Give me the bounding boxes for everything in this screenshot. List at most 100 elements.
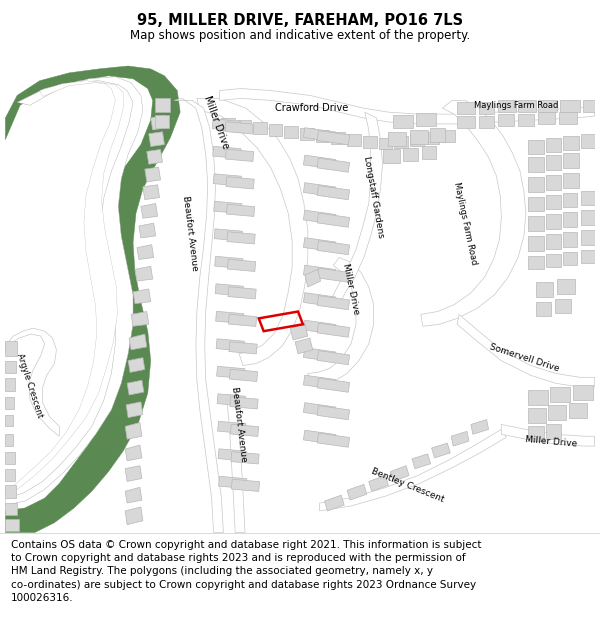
Text: Maylings Farm Road: Maylings Farm Road xyxy=(474,101,558,110)
Polygon shape xyxy=(304,402,336,417)
Polygon shape xyxy=(5,519,19,531)
Polygon shape xyxy=(212,119,241,131)
Polygon shape xyxy=(128,357,145,372)
Text: Miller Drive: Miller Drive xyxy=(525,436,578,449)
Polygon shape xyxy=(528,158,544,172)
Polygon shape xyxy=(5,328,59,436)
Polygon shape xyxy=(569,403,587,418)
Polygon shape xyxy=(528,177,544,192)
Polygon shape xyxy=(215,311,244,324)
Polygon shape xyxy=(127,380,144,395)
Polygon shape xyxy=(581,230,595,245)
Polygon shape xyxy=(125,466,142,481)
Polygon shape xyxy=(125,422,142,439)
Polygon shape xyxy=(471,419,488,434)
Polygon shape xyxy=(528,256,544,269)
Polygon shape xyxy=(225,122,253,134)
Polygon shape xyxy=(528,216,544,231)
Polygon shape xyxy=(139,223,155,238)
Polygon shape xyxy=(126,402,143,418)
Polygon shape xyxy=(545,234,561,249)
Polygon shape xyxy=(5,469,15,481)
Polygon shape xyxy=(129,334,147,350)
Polygon shape xyxy=(347,484,367,500)
Polygon shape xyxy=(125,488,142,503)
Polygon shape xyxy=(545,424,561,439)
Polygon shape xyxy=(538,112,556,124)
Polygon shape xyxy=(412,454,431,469)
Polygon shape xyxy=(317,213,350,228)
Polygon shape xyxy=(457,116,475,128)
Polygon shape xyxy=(147,149,163,164)
Polygon shape xyxy=(317,268,350,282)
Polygon shape xyxy=(563,192,577,208)
Polygon shape xyxy=(215,284,244,296)
Polygon shape xyxy=(394,115,413,128)
Polygon shape xyxy=(5,66,180,532)
Polygon shape xyxy=(5,397,14,409)
Polygon shape xyxy=(5,341,17,356)
Polygon shape xyxy=(214,229,242,241)
Polygon shape xyxy=(410,130,428,144)
Polygon shape xyxy=(213,146,241,159)
Polygon shape xyxy=(229,314,257,326)
Polygon shape xyxy=(563,252,577,266)
Polygon shape xyxy=(563,153,579,168)
Polygon shape xyxy=(197,98,308,366)
Polygon shape xyxy=(528,197,544,211)
Polygon shape xyxy=(545,138,561,152)
Polygon shape xyxy=(479,102,494,114)
Polygon shape xyxy=(317,131,350,145)
Polygon shape xyxy=(290,324,308,340)
Polygon shape xyxy=(403,148,418,161)
Polygon shape xyxy=(217,366,245,379)
Polygon shape xyxy=(379,138,392,149)
Polygon shape xyxy=(216,339,244,351)
Polygon shape xyxy=(499,114,514,126)
Polygon shape xyxy=(304,348,336,362)
Polygon shape xyxy=(369,476,388,491)
Polygon shape xyxy=(391,466,409,481)
Polygon shape xyxy=(5,414,13,426)
Polygon shape xyxy=(131,311,149,326)
Polygon shape xyxy=(545,156,561,170)
Polygon shape xyxy=(304,127,336,142)
Polygon shape xyxy=(581,249,595,263)
Polygon shape xyxy=(228,287,256,299)
Polygon shape xyxy=(545,194,561,209)
Polygon shape xyxy=(218,449,247,461)
Polygon shape xyxy=(230,397,258,409)
Polygon shape xyxy=(479,116,494,128)
Text: Longstaff Gardens: Longstaff Gardens xyxy=(362,155,385,238)
Polygon shape xyxy=(5,77,143,505)
Polygon shape xyxy=(220,89,595,124)
Polygon shape xyxy=(545,214,561,229)
Polygon shape xyxy=(5,378,15,391)
Polygon shape xyxy=(145,167,161,182)
Polygon shape xyxy=(226,395,245,532)
Polygon shape xyxy=(388,132,406,146)
Polygon shape xyxy=(316,130,329,142)
Polygon shape xyxy=(304,210,336,224)
Polygon shape xyxy=(269,124,283,136)
Polygon shape xyxy=(431,443,450,458)
Polygon shape xyxy=(528,236,544,251)
Polygon shape xyxy=(583,101,595,112)
Text: Miller Drive: Miller Drive xyxy=(202,94,231,150)
Polygon shape xyxy=(563,232,577,247)
Polygon shape xyxy=(457,314,595,387)
Polygon shape xyxy=(545,175,561,190)
Text: Crawford Drive: Crawford Drive xyxy=(275,103,349,113)
Polygon shape xyxy=(422,146,436,159)
Polygon shape xyxy=(304,238,336,252)
Text: Somervell Drive: Somervell Drive xyxy=(488,342,560,373)
Polygon shape xyxy=(149,132,164,146)
Polygon shape xyxy=(499,101,516,112)
Polygon shape xyxy=(304,182,336,197)
Text: Argyle Crescent: Argyle Crescent xyxy=(15,352,44,419)
Polygon shape xyxy=(304,375,336,389)
Polygon shape xyxy=(218,421,246,434)
Polygon shape xyxy=(548,405,566,419)
Polygon shape xyxy=(528,390,548,405)
Polygon shape xyxy=(226,149,254,161)
